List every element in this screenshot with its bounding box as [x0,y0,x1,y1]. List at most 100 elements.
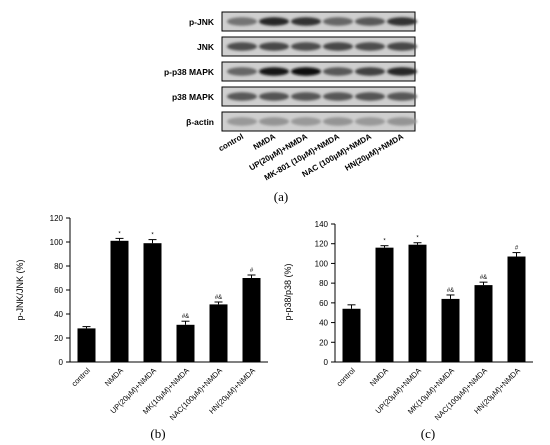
blot-row: JNK [197,36,417,57]
y-tick-label: 20 [319,338,328,347]
significance-mark: #& [480,275,487,281]
bar [143,243,162,362]
bar [474,285,493,362]
significance-mark: # [250,268,254,274]
x-category-label: NMDA [103,366,125,388]
y-tick-label: 20 [54,334,63,343]
blot-band [291,17,321,26]
blot-row: p-p38 MAPK [164,61,417,82]
y-tick-label: 140 [315,220,329,229]
blot-band [387,117,417,126]
x-category-label: control [70,366,93,389]
y-tick-label: 120 [50,214,64,223]
y-tick-label: 80 [54,262,63,271]
blot-band [259,92,289,101]
significance-mark: #& [215,295,222,301]
blot-band [355,42,385,51]
y-tick-label: 60 [319,299,328,308]
significance-mark: * [383,239,386,245]
bar [209,304,228,362]
y-tick-label: 80 [319,279,328,288]
blot-band [259,42,289,51]
bar [77,328,96,362]
significance-mark: * [118,231,121,237]
blot-row: β-actin [186,111,417,132]
bar [375,247,394,362]
bar [408,244,427,362]
x-category-label: control [335,366,358,389]
significance-mark: #& [447,288,454,294]
bars: * * #& #& # [77,231,261,362]
y-tick-label: 100 [50,238,64,247]
blot-band [323,67,353,76]
bars: * * #& #& # [342,236,526,362]
bar [176,324,195,362]
blot-band [227,117,257,126]
category-labels: control NMDAUP(20μM)+NMDAMK(10μM)+NMDANAC… [335,366,522,422]
blot-band [227,92,257,101]
blot-band [387,92,417,101]
blot-band [355,17,385,26]
blot-row: p38 MAPK [172,86,417,107]
blot-band [291,117,321,126]
blot-band [259,67,289,76]
significance-mark: * [151,233,154,239]
panel-caption-c: (c) [421,426,435,441]
blot-lane-label: control [217,132,245,153]
y-axis-label: p-JNK/JNK (%) [15,259,25,320]
blot-row-label: p38 MAPK [172,92,215,102]
panel-caption-b: (b) [150,426,165,441]
y-ticks: 0 20 40 60 80 100 120 140 [315,220,335,367]
significance-mark: * [416,236,419,242]
blot-lane-label: NMDA [252,132,277,152]
bar [242,278,261,362]
y-tick-label: 120 [315,240,329,249]
significance-mark: #& [182,314,189,320]
y-ticks: 0 20 40 60 80 100 120 [50,214,70,367]
blot-row-label: JNK [197,42,215,52]
blot-row-label: p-p38 MAPK [164,67,215,77]
y-axis-label: p-p38/p38 (%) [283,263,293,320]
blot-band [387,42,417,51]
blot-band [227,42,257,51]
category-labels: control NMDAUP(20μM)+NMDAMK(10μM)+NMDANAC… [70,366,257,422]
blot-band [259,117,289,126]
western-blot-panel: p-JNK JNK p-p38 MAPK p38 MAPK β-actin contro… [164,11,417,204]
blot-band [259,17,289,26]
blot-band [291,92,321,101]
bar [507,256,526,362]
blot-row: p-JNK [189,11,417,32]
y-tick-label: 0 [59,358,64,367]
blot-band [323,92,353,101]
significance-mark: # [515,246,519,252]
blot-band [355,67,385,76]
x-category-label: NMDA [368,366,390,388]
blot-lane-label: HN(20μM)+NMDA [343,132,405,173]
y-tick-label: 40 [54,310,63,319]
blot-band [355,117,385,126]
blot-band [291,42,321,51]
blot-band [387,17,417,26]
bar [342,308,361,362]
blot-band [323,42,353,51]
panel-caption-a: (a) [274,189,288,204]
blot-band [387,67,417,76]
blot-band [323,117,353,126]
y-tick-label: 40 [319,319,328,328]
blot-band [291,67,321,76]
y-tick-label: 60 [54,286,63,295]
blot-rows: p-JNK JNK p-p38 MAPK p38 MAPK β-actin [164,11,417,132]
y-tick-label: 0 [324,358,329,367]
bar [441,298,460,362]
blot-band [227,17,257,26]
blot-row-label: β-actin [186,117,214,127]
bar [110,240,129,362]
blot-band [355,92,385,101]
blot-band [323,17,353,26]
blot-band [227,67,257,76]
blot-row-label: p-JNK [189,17,215,27]
